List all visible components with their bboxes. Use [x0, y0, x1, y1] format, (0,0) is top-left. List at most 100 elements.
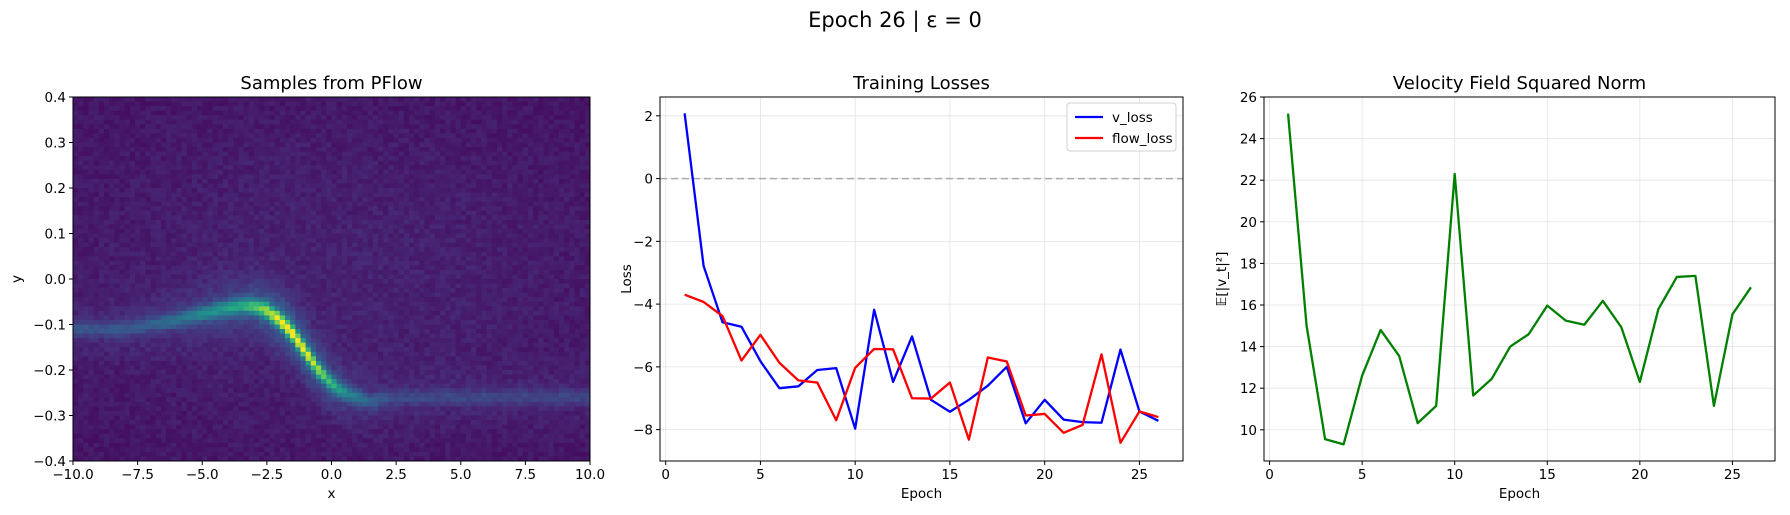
heatmap-cell — [197, 342, 203, 348]
heatmap-cell — [305, 424, 312, 430]
heatmap-cell — [83, 347, 89, 353]
heatmap-cell — [383, 210, 389, 216]
heatmap-cell — [135, 283, 141, 289]
heatmap-cell — [129, 160, 136, 166]
heatmap-cell — [166, 274, 172, 280]
heatmap-cell — [269, 442, 276, 448]
heatmap-cell — [290, 301, 296, 307]
heatmap-cell — [166, 410, 172, 416]
heatmap-cell — [119, 288, 126, 294]
heatmap-cell — [264, 410, 270, 416]
heatmap-cell — [181, 365, 188, 371]
heatmap-cell — [191, 156, 198, 162]
heatmap-cell — [279, 160, 286, 166]
heatmap-cell — [202, 392, 208, 398]
heatmap-cell — [341, 406, 348, 412]
heatmap-cell — [166, 206, 172, 212]
heatmap-cell — [212, 360, 219, 366]
heatmap-cell — [336, 174, 343, 180]
heatmap-cell — [124, 137, 131, 143]
heatmap-cell — [181, 215, 188, 221]
heatmap-cell — [279, 424, 286, 430]
heatmap-cell — [352, 197, 358, 203]
heatmap-cell — [109, 433, 115, 439]
heatmap-cell — [253, 370, 260, 375]
heatmap-cell — [315, 360, 322, 366]
heatmap-cell — [388, 174, 394, 180]
heatmap-cell — [88, 438, 95, 444]
heatmap-cell — [279, 329, 286, 334]
heatmap-cell — [372, 110, 379, 116]
heatmap-cell — [160, 438, 167, 444]
heatmap-cell — [119, 438, 126, 444]
heatmap-cell — [352, 365, 358, 371]
heatmap-cell — [238, 279, 245, 284]
heatmap-cell — [114, 442, 120, 448]
heatmap-cell — [274, 137, 281, 143]
heatmap-cell — [135, 197, 141, 203]
heatmap-cell — [378, 124, 384, 130]
heatmap-cell — [326, 260, 332, 266]
heatmap-cell — [357, 256, 363, 262]
heatmap-cell — [248, 165, 255, 171]
heatmap-cell — [73, 228, 79, 234]
heatmap-cell — [145, 238, 151, 243]
heatmap-cell — [150, 188, 157, 193]
heatmap-cell — [119, 333, 126, 339]
heatmap-cell — [176, 310, 182, 316]
heatmap-cell — [222, 128, 229, 134]
heatmap-cell — [290, 370, 296, 375]
heatmap-cell — [145, 329, 151, 334]
heatmap-cell — [378, 133, 384, 139]
heatmap-cell — [388, 251, 394, 257]
heatmap-cell — [207, 379, 213, 385]
heatmap-cell — [347, 201, 353, 207]
heatmap-cell — [191, 370, 198, 375]
heatmap-cell — [166, 188, 172, 193]
heatmap-cell — [300, 379, 307, 385]
heatmap-cell — [114, 137, 120, 143]
heatmap-cell — [191, 424, 198, 430]
heatmap-cell — [393, 169, 400, 175]
heatmap-cell — [176, 192, 182, 198]
heatmap-cell — [93, 215, 100, 221]
heatmap-cell — [233, 333, 239, 339]
heatmap-cell — [150, 178, 157, 184]
heatmap-cell — [315, 174, 322, 180]
heatmap-cell — [264, 219, 270, 225]
heatmap-cell — [347, 206, 353, 212]
heatmap-cell — [315, 456, 322, 462]
heatmap-cell — [331, 142, 338, 148]
heatmap-cell — [310, 410, 317, 416]
heatmap-cell — [124, 251, 131, 257]
heatmap-cell — [290, 188, 296, 193]
heatmap-cell — [78, 415, 84, 421]
heatmap-cell — [186, 142, 193, 148]
heatmap-cell — [248, 388, 255, 394]
heatmap-cell — [378, 260, 384, 266]
heatmap-cell — [212, 415, 219, 421]
heatmap-cell — [300, 347, 307, 353]
heatmap-cell — [176, 329, 182, 334]
heatmap-cell — [104, 169, 110, 175]
heatmap-cell — [264, 456, 270, 462]
heatmap-cell — [352, 265, 358, 271]
heatmap-cell — [300, 297, 307, 303]
heatmap-cell — [104, 215, 110, 221]
heatmap-cell — [233, 383, 239, 389]
heatmap-cell — [315, 256, 322, 262]
heatmap-cell — [166, 260, 172, 266]
heatmap-cell — [341, 178, 348, 184]
heatmap-cell — [279, 192, 286, 198]
heatmap-cell — [197, 224, 203, 230]
heatmap-cell — [264, 347, 270, 353]
heatmap-cell — [388, 456, 394, 462]
heatmap-cell — [228, 238, 234, 243]
heatmap-cell — [217, 247, 224, 253]
heatmap-cell — [222, 192, 229, 198]
heatmap-cell — [212, 160, 219, 166]
heatmap-cell — [300, 142, 307, 148]
heatmap-cell — [166, 110, 172, 116]
heatmap-cell — [310, 206, 317, 212]
heatmap-cell — [197, 292, 203, 298]
